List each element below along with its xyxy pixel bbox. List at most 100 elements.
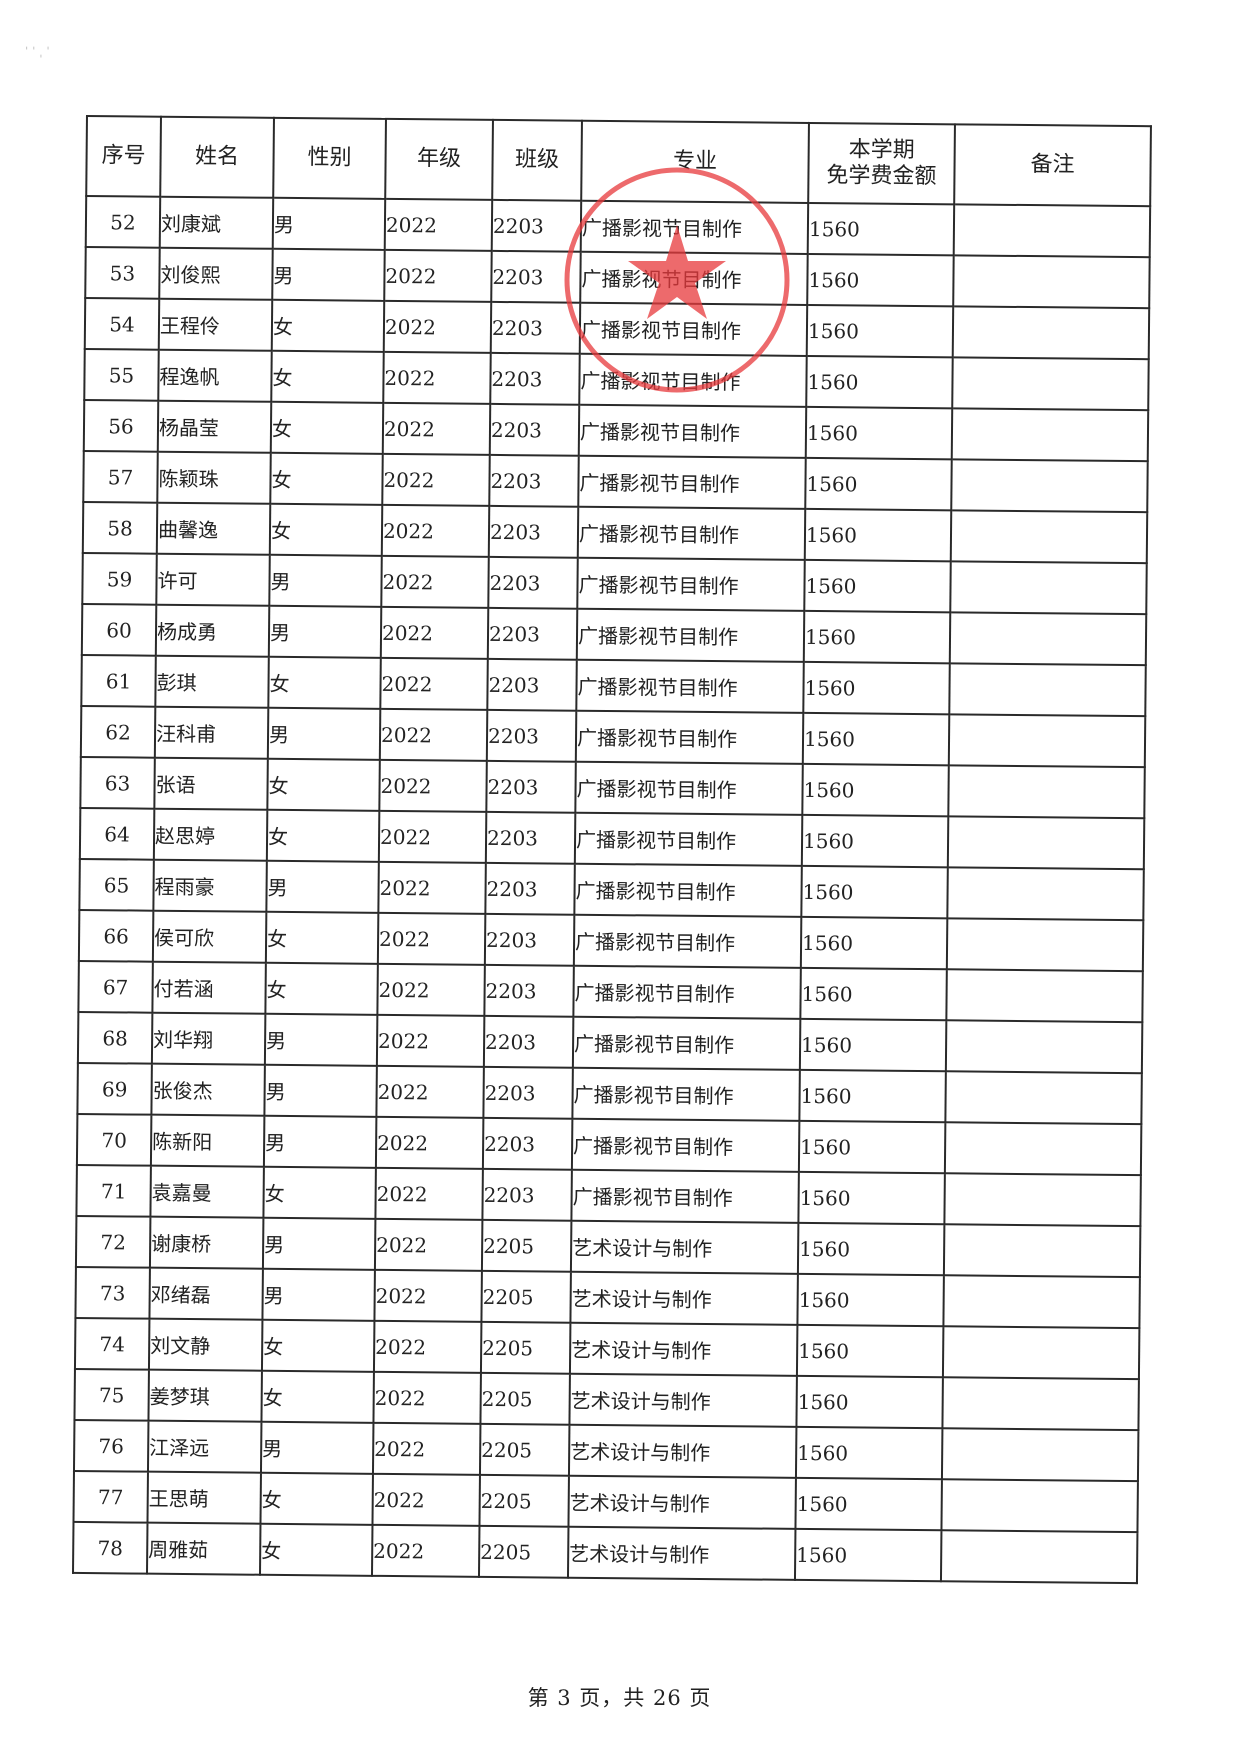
cell-gender: 男 (268, 605, 382, 658)
cell-class: 2203 (489, 454, 579, 507)
cell-amount: 1560 (800, 916, 948, 970)
cell-note (949, 612, 1147, 666)
cell-gender: 女 (259, 1523, 373, 1576)
cell-seq: 68 (77, 1011, 153, 1064)
cell-grade: 2022 (380, 606, 489, 659)
cell-class: 2203 (483, 1066, 573, 1119)
cell-note (948, 714, 1146, 768)
cell-amount: 1560 (804, 559, 951, 613)
cell-amount: 1560 (795, 1426, 943, 1480)
cell-note (940, 1530, 1138, 1584)
cell-class: 2203 (491, 250, 581, 303)
cell-grade: 2022 (381, 555, 489, 608)
cell-grade: 2022 (378, 810, 487, 863)
cell-gender: 男 (266, 860, 379, 913)
cell-seq: 66 (78, 909, 154, 962)
cell-name: 杨成勇 (155, 604, 270, 657)
cell-note (942, 1377, 1139, 1431)
cell-grade: 2022 (379, 708, 488, 761)
cell-note (950, 561, 1147, 615)
cell-name: 王思萌 (147, 1471, 261, 1524)
cell-amount: 1560 (798, 1171, 945, 1225)
cell-class: 2203 (482, 1168, 572, 1221)
cell-seq: 52 (85, 196, 161, 248)
cell-gender: 男 (272, 197, 386, 250)
cell-note (941, 1428, 1139, 1482)
cell-major: 广播影视节目制作 (580, 251, 808, 305)
cell-grade: 2022 (374, 1218, 483, 1271)
cell-grade: 2022 (384, 198, 493, 251)
cell-amount: 1560 (796, 1324, 944, 1378)
header-class: 班级 (492, 119, 582, 201)
header-row: 序号 姓名 性别 年级 班级 专业 本学期 免学费金额 备注 (86, 116, 1151, 207)
header-amount-line2: 免学费金额 (826, 163, 937, 190)
cell-amount: 1560 (797, 1273, 944, 1327)
cell-gender: 女 (261, 1319, 375, 1372)
cell-note (941, 1479, 1138, 1533)
cell-class: 2203 (484, 913, 575, 966)
cell-note (944, 1122, 1142, 1176)
cell-class: 2203 (490, 352, 580, 405)
cell-amount: 1560 (802, 712, 950, 766)
cell-grade: 2022 (378, 861, 486, 914)
cell-class: 2203 (483, 1015, 574, 1068)
cell-grade: 2022 (382, 453, 490, 506)
cell-class: 2203 (484, 964, 574, 1017)
cell-note (948, 765, 1145, 819)
cell-class: 2203 (487, 607, 578, 660)
cell-major: 广播影视节目制作 (571, 1118, 800, 1172)
cell-name: 姜梦琪 (148, 1369, 262, 1422)
header-amount-line1: 本学期 (848, 136, 915, 163)
cell-gender: 女 (265, 911, 379, 964)
header-name: 姓名 (160, 116, 274, 198)
cell-name: 邓绪磊 (149, 1267, 263, 1320)
cell-seq: 63 (80, 756, 155, 809)
cell-gender: 女 (261, 1370, 374, 1423)
cell-class: 2205 (481, 1270, 571, 1323)
cell-name: 张语 (154, 757, 268, 810)
cell-note (947, 867, 1144, 921)
cell-major: 广播影视节目制作 (575, 761, 803, 815)
cell-major: 艺术设计与制作 (570, 1271, 798, 1325)
cell-note (951, 459, 1148, 513)
cell-note (952, 357, 1149, 411)
cell-name: 张俊杰 (151, 1063, 265, 1116)
cell-class: 2203 (485, 811, 576, 864)
cell-seq: 59 (82, 552, 157, 605)
cell-note (946, 918, 1144, 972)
cell-class: 2203 (488, 556, 578, 609)
cell-amount: 1560 (803, 610, 951, 664)
cell-seq: 77 (73, 1470, 148, 1523)
cell-note (942, 1326, 1140, 1380)
cell-class: 2203 (485, 862, 575, 915)
table-row: 78 周雅茹女 2022 2205 艺术设计与制作 1560 (73, 1521, 1138, 1584)
cell-major: 广播影视节目制作 (574, 812, 803, 866)
cell-amount: 1560 (804, 508, 952, 562)
cell-major: 艺术设计与制作 (568, 1424, 797, 1478)
cell-gender: 女 (270, 401, 384, 454)
cell-gender: 男 (272, 248, 385, 301)
cell-gender: 女 (270, 452, 383, 505)
cell-major: 广播影视节目制作 (578, 455, 806, 509)
cell-name: 许可 (156, 553, 270, 606)
cell-class: 2205 (479, 1423, 570, 1476)
cell-note (951, 408, 1149, 462)
header-gender: 性别 (273, 117, 386, 199)
cell-gender: 女 (266, 809, 380, 862)
cell-class: 2205 (480, 1372, 570, 1425)
cell-gender: 男 (267, 707, 381, 760)
cell-note (946, 969, 1143, 1023)
cell-grade: 2022 (375, 1116, 484, 1169)
cell-note (950, 510, 1148, 564)
cell-major: 广播影视节目制作 (572, 1067, 800, 1121)
cell-major: 广播影视节目制作 (571, 1169, 799, 1223)
cell-class: 2203 (488, 505, 579, 558)
cell-class: 2203 (487, 658, 577, 711)
cell-name: 江泽远 (147, 1420, 262, 1473)
cell-amount: 1560 (806, 304, 954, 358)
cell-class: 2203 (489, 403, 580, 456)
cell-gender: 男 (260, 1421, 374, 1474)
cell-name: 刘华翔 (151, 1012, 266, 1065)
cell-amount: 1560 (796, 1375, 943, 1429)
cell-gender: 男 (264, 1064, 377, 1117)
